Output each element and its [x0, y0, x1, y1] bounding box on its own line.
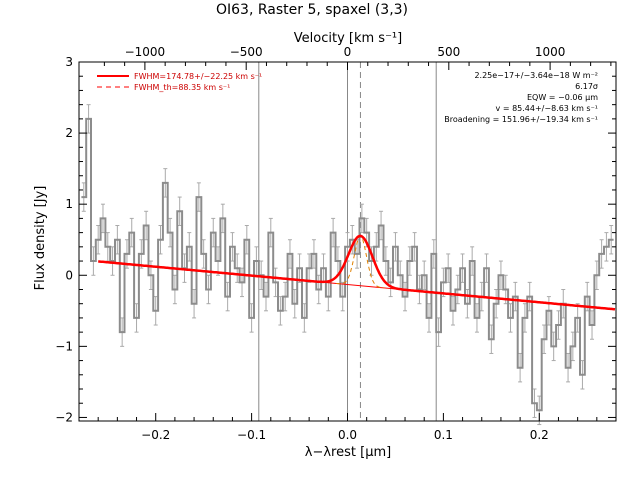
y-tick-label: 0 — [65, 268, 73, 282]
annotation-flux: 2.25e−17+/−3.64e−18 W m⁻² — [474, 71, 598, 80]
axes-layer: −0.2 −0.1 0.0 0.1 0.2 −1000 −500 0 500 1000 −2 −1 0 1… — [55, 45, 617, 442]
annotation-sigma: 6.17σ — [575, 82, 598, 91]
x-tick-label: 0.1 — [434, 428, 453, 442]
x-tick-label: 0.0 — [338, 428, 357, 442]
y-tick-label: 2 — [65, 126, 73, 140]
chart-title: OI63, Raster 5, spaxel (3,3) — [216, 2, 408, 18]
top-tick-label: −1000 — [125, 45, 166, 59]
annotations: 2.25e−17+/−3.64e−18 W m⁻² 6.17σ EQW = −0… — [444, 71, 598, 124]
y-tick-label: 1 — [65, 197, 73, 211]
top-axis-label: Velocity [km s⁻¹] — [294, 31, 402, 46]
legend-label-fwhm-th: FWHM_th=88.35 km s⁻¹ — [134, 83, 230, 92]
gaussian-fit — [98, 234, 616, 311]
annotation-broadening: Broadening = 151.96+/−19.34 km s⁻¹ — [444, 115, 598, 124]
top-tick-label: 0 — [344, 45, 352, 59]
x-tick-label: 0.2 — [530, 428, 549, 442]
top-tick-label: 500 — [437, 45, 460, 59]
x-tick-label: −0.1 — [237, 428, 266, 442]
y-tick-label: −1 — [55, 339, 73, 353]
y-tick-label: −2 — [55, 410, 73, 424]
annotation-eqw: EQW = −0.06 μm — [527, 93, 598, 102]
x-axis-label: λ−λrest [μm] — [305, 445, 391, 460]
spectrum-series — [81, 117, 614, 412]
y-tick-label: 3 — [65, 55, 73, 69]
x-tick-label: −0.2 — [141, 428, 170, 442]
legend-label-fwhm: FWHM=174.78+/−22.25 km s⁻¹ — [134, 72, 262, 81]
top-tick-label: 1000 — [535, 45, 566, 59]
legend: FWHM=174.78+/−22.25 km s⁻¹ FWHM_th=88.35… — [97, 72, 262, 92]
data-layer — [81, 104, 616, 426]
top-tick-label: −500 — [230, 45, 263, 59]
annotation-velocity: v = 85.44+/−8.63 km s⁻¹ — [496, 104, 598, 113]
y-axis-label: Flux density [Jy] — [33, 186, 48, 291]
